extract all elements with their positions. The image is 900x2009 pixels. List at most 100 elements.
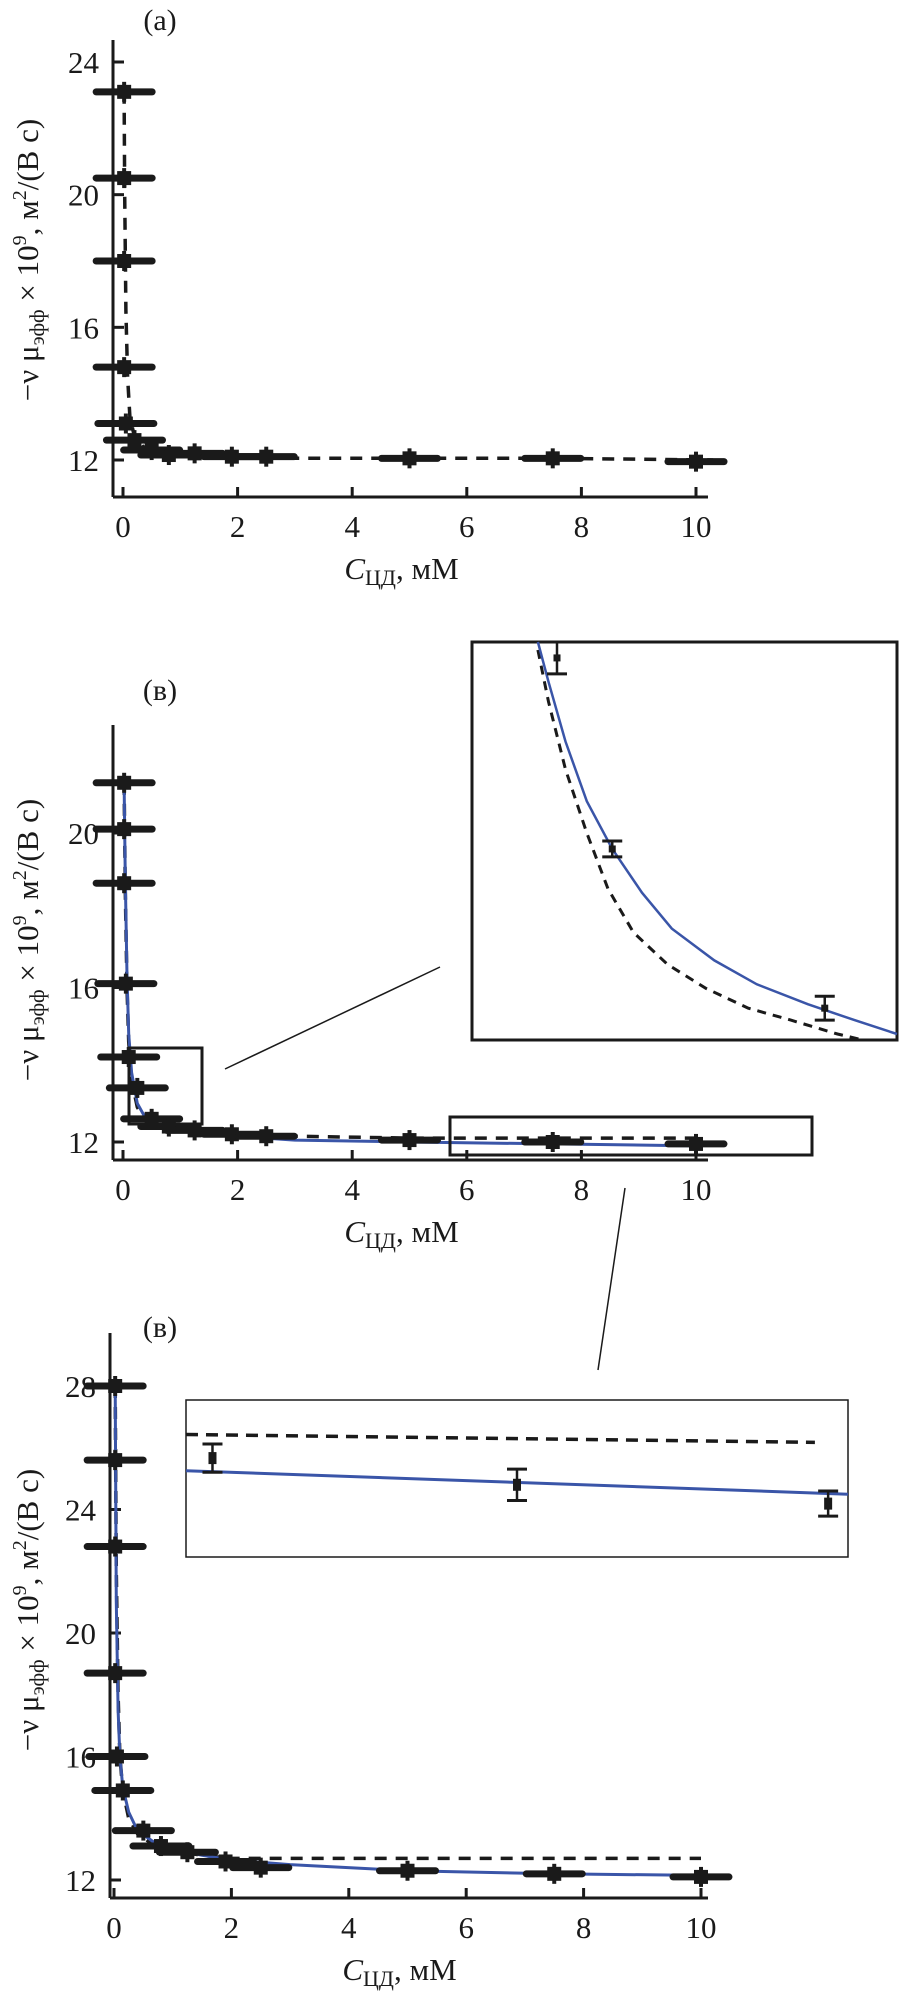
x-tick-label: 2 [224,1910,240,1945]
x-axis-title-var: C [344,1214,365,1249]
x-tick-label: 10 [686,1910,717,1945]
data-point [521,448,585,469]
data-point [521,1132,585,1152]
y-axis-title-prefix: −ν μ [10,1025,45,1081]
y-tick-label: 12 [65,1863,96,1898]
data-point [194,1851,258,1872]
data-point [94,973,158,994]
y-tick-label: 20 [68,816,99,851]
inset-frame [470,640,899,1042]
marker [117,171,132,186]
inset-data-point [602,839,623,859]
marker [545,1135,560,1149]
data-point [669,1866,733,1887]
marker [117,876,132,891]
zoom-connector-high [597,1187,626,1371]
marker [117,775,132,790]
inset-marker [513,1478,521,1491]
y-tick-label: 12 [68,1125,99,1160]
x-axis-title-sub: ЦД [365,1228,396,1253]
x-tick-label: 0 [106,1910,122,1945]
y-axis-title: −ν μэфф × 109, м2/(В с) [9,799,49,1081]
y-tick-label: 16 [68,971,99,1006]
data-point [83,1663,147,1684]
marker [144,1111,159,1126]
data-point [85,1746,149,1767]
x-tick-label: 4 [344,1172,360,1207]
y-axis-title: −ν μэфф × 109, м2/(В с) [9,119,49,401]
inset-marker [821,1004,829,1012]
data-point [92,873,156,894]
marker [547,1866,562,1881]
marker [689,454,703,469]
inset-marker [553,654,561,662]
panel-b-insets [127,640,899,1371]
y-axis-title-unit-rest: /(В с) [10,799,45,870]
y-tick-label: 24 [65,1493,97,1528]
marker [187,1123,202,1138]
x-tick-label: 10 [681,509,712,544]
y-axis-title-times: × 10 [10,1595,45,1659]
marker [253,1860,268,1875]
x-axis-title-unit: , мМ [396,1214,459,1249]
inset-fit-line [536,641,898,1036]
x-tick-label: 10 [681,1172,712,1207]
marker [115,1783,130,1798]
y-axis-title: −ν μэфф × 109, м2/(В с) [9,1469,49,1751]
marker [180,1845,195,1860]
data-point [376,1860,439,1881]
x-axis-title-sub: ЦД [365,565,396,590]
y-axis-title-unit: , м [10,1550,45,1585]
x-tick-label: 6 [459,1172,475,1207]
marker [218,1854,233,1869]
data-point [92,168,156,189]
data-point [83,1536,147,1557]
data-point [92,819,156,840]
data-point [94,413,158,434]
y-axis-title-times: × 10 [10,925,45,989]
marker [117,84,132,99]
inset-high-concentration [185,1399,849,1558]
marker [108,1379,123,1393]
inset-marker [824,1497,833,1510]
data-point [92,357,156,378]
marker [130,1080,145,1095]
marker [224,449,239,464]
marker [136,1823,151,1838]
data-point [91,1780,155,1801]
data-point [92,81,156,102]
marker [127,433,142,448]
y-tick-label: 12 [68,443,99,478]
x-tick-label: 4 [344,509,360,544]
marker [689,1136,703,1151]
y-axis-title-sub: эфф [25,1659,49,1695]
x-tick-label: 6 [458,1910,474,1945]
x-axis-title: CЦД, мМ [344,551,458,590]
x-axis-title-var: C [342,1952,363,1987]
inset-data-point [814,994,835,1022]
y-axis-title-sup: 9 [9,1585,31,1595]
zoom-connector-low [224,966,441,1070]
data-point [155,1842,219,1863]
x-axis-title-unit: , мМ [396,551,459,586]
inset-low-concentration [470,640,899,1042]
x-tick-label: 8 [576,1910,592,1945]
inset-data-point [818,1489,839,1518]
y-axis-title-unit-sup: 2 [9,870,31,880]
marker [545,451,560,466]
zoom-box-low [127,1046,204,1126]
data-point [378,448,441,469]
x-tick-label: 2 [230,509,246,544]
x-tick-label: 4 [341,1910,357,1945]
data-point [664,1133,728,1154]
marker [118,976,133,991]
dashed-model-line [122,91,714,462]
marker [108,1453,123,1468]
data-point [83,1450,147,1471]
x-tick-label: 0 [115,1172,131,1207]
data-point [105,1077,169,1098]
y-axis-title-sup: 9 [9,915,31,925]
data-point [229,1857,293,1878]
